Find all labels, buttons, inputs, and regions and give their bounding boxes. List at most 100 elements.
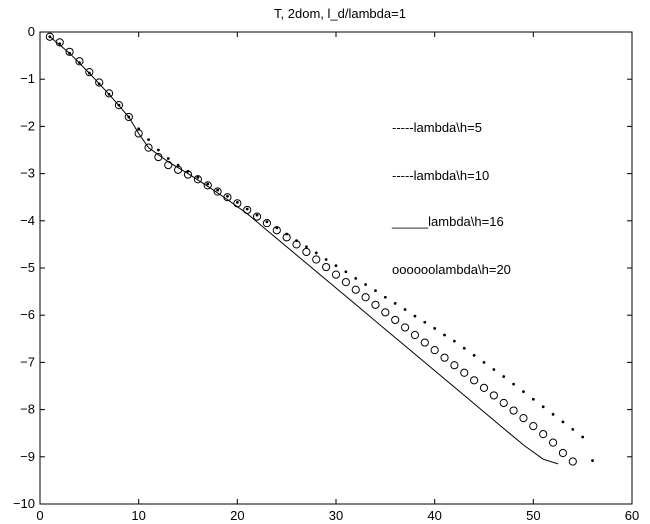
y-tick-label: −3 xyxy=(20,166,35,181)
data-point-dot xyxy=(265,220,269,224)
plot-area-frame xyxy=(39,31,633,505)
data-point-dot xyxy=(512,382,515,386)
data-point-circle xyxy=(351,285,360,294)
x-tick-label: 30 xyxy=(329,508,343,523)
data-point-circle xyxy=(400,323,410,332)
data-point-dot xyxy=(324,258,328,261)
data-point-dot xyxy=(522,390,525,394)
data-point-dot xyxy=(344,270,348,274)
series-3 xyxy=(45,32,577,466)
data-point-dot xyxy=(502,375,506,378)
x-tick-label: 10 xyxy=(131,508,145,523)
data-point-dot xyxy=(245,207,249,211)
data-point-dot xyxy=(492,368,496,371)
data-point-circle xyxy=(55,38,64,47)
data-point-dot xyxy=(226,194,229,198)
axis-ticks: 0 10 20 30 40 50 60 0 −1 −2 −3 −4 −5 −6 −7 −8 −9 −10 xyxy=(13,24,639,523)
data-point-circle xyxy=(391,315,400,325)
data-point-dot xyxy=(314,251,318,255)
data-point-circle xyxy=(361,293,370,302)
y-tick-label: −4 xyxy=(20,213,35,228)
data-point-dot xyxy=(255,213,259,217)
data-point-circle xyxy=(568,457,577,466)
data-point-circle xyxy=(104,89,114,98)
x-tick-label: 60 xyxy=(625,508,639,523)
x-tick-label: 20 xyxy=(230,508,244,523)
data-point-circle xyxy=(509,406,518,415)
data-point-dot xyxy=(462,346,466,350)
data-point-dot xyxy=(403,308,407,311)
data-point-dot xyxy=(147,138,150,142)
data-point-circle xyxy=(45,32,54,41)
y-tick-label: 0 xyxy=(28,24,35,39)
series-line xyxy=(49,36,559,465)
data-point-dot xyxy=(216,188,220,192)
data-point-dot xyxy=(571,428,575,431)
data-point-dot xyxy=(453,339,456,343)
y-tick-label: −5 xyxy=(20,260,35,275)
data-point-dot xyxy=(443,333,446,337)
data-point-circle xyxy=(539,430,548,439)
data-point-dot xyxy=(196,175,200,179)
data-point-circle xyxy=(262,219,272,228)
data-point-circle xyxy=(489,391,498,400)
data-point-circle xyxy=(183,170,193,179)
data-point-circle xyxy=(233,199,242,208)
data-point-dot xyxy=(482,361,486,364)
y-tick-label: −2 xyxy=(20,118,35,133)
data-point-circle xyxy=(193,175,202,184)
data-point-circle xyxy=(95,78,104,87)
data-point-dot xyxy=(423,320,427,324)
legend-entry-1: -----lambda\h=5 xyxy=(392,120,482,135)
data-point-circle xyxy=(450,361,459,370)
data-point-circle xyxy=(203,181,212,190)
data-point-circle xyxy=(371,300,380,309)
data-point-dot xyxy=(157,148,160,152)
data-point-circle xyxy=(164,161,173,170)
data-point-circle xyxy=(144,143,153,152)
data-point-circle xyxy=(460,368,469,377)
data-point-dot xyxy=(374,289,377,293)
data-point-circle xyxy=(440,353,449,362)
data-point-circle xyxy=(548,438,558,447)
data-point-dot xyxy=(334,264,338,268)
y-tick-label: −1 xyxy=(20,71,35,86)
series-layer xyxy=(45,32,594,466)
data-point-circle xyxy=(272,226,281,235)
x-tick-label: 40 xyxy=(427,508,441,523)
data-point-circle xyxy=(420,338,429,347)
data-point-circle xyxy=(282,233,291,242)
data-point-dot xyxy=(531,397,535,401)
data-point-circle xyxy=(470,376,479,385)
data-point-circle xyxy=(213,187,222,196)
data-point-dot xyxy=(413,314,417,318)
data-point-circle xyxy=(114,101,124,110)
data-point-circle xyxy=(430,346,439,355)
data-point-dot xyxy=(206,182,210,186)
x-tick-label: 0 xyxy=(36,508,43,523)
series-1 xyxy=(48,35,594,462)
data-point-dot xyxy=(354,276,358,280)
legend-entry-2: -----lambda\h=10 xyxy=(392,168,489,183)
data-point-circle xyxy=(410,330,420,340)
data-point-dot xyxy=(561,420,565,424)
series-2 xyxy=(49,36,559,465)
chart-title: T, 2dom, l_d/lambda=1 xyxy=(274,6,406,21)
y-tick-label: −8 xyxy=(20,402,35,417)
data-point-circle xyxy=(134,129,143,138)
data-point-dot xyxy=(383,295,387,299)
data-point-dot xyxy=(591,459,594,462)
data-point-dot xyxy=(364,283,367,286)
data-point-dot xyxy=(235,200,239,204)
y-tick-label: −6 xyxy=(20,307,35,322)
data-point-circle xyxy=(312,255,321,264)
legend: -----lambda\h=5 -----lambda\h=10 _____la… xyxy=(391,120,511,277)
y-tick-label: −10 xyxy=(13,496,35,511)
data-point-circle xyxy=(154,152,163,162)
data-point-circle xyxy=(341,278,350,287)
x-tick-label: 50 xyxy=(526,508,540,523)
data-point-circle xyxy=(331,270,341,279)
data-point-circle xyxy=(529,422,538,431)
